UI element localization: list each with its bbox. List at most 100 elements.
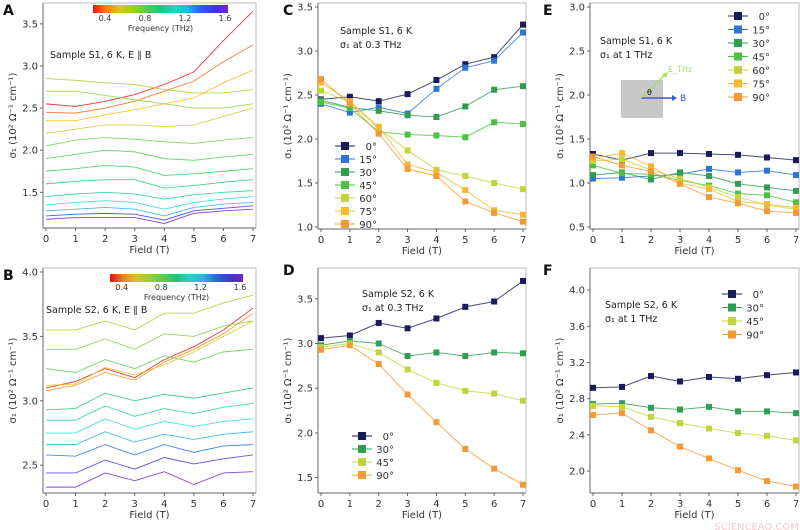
x-tick-label: 3 bbox=[132, 499, 138, 510]
series-line bbox=[46, 90, 254, 109]
series-line bbox=[45, 444, 254, 457]
data-point bbox=[706, 194, 712, 201]
series-line bbox=[46, 294, 254, 331]
data-point bbox=[520, 277, 526, 284]
data-point bbox=[404, 161, 411, 168]
legend-marker bbox=[734, 52, 742, 61]
panel-E: E 0 1 2 3 4 5 6 7 0.5 1.0 1.5 2.0 2.5 3.0 Field (T) σ₁ (… bbox=[543, 2, 800, 257]
x-tick-label: 6 bbox=[764, 235, 770, 246]
data-point bbox=[433, 114, 440, 120]
legend-item: 45° bbox=[728, 52, 770, 64]
data-point bbox=[520, 481, 526, 488]
series-line bbox=[45, 107, 254, 134]
x-tick-label: 2 bbox=[376, 235, 382, 246]
colorbar-tick-label: 1.2 bbox=[179, 14, 192, 23]
x-tick-label: 4 bbox=[433, 499, 439, 510]
series-line bbox=[46, 418, 254, 434]
x-tick-label: 1 bbox=[72, 499, 78, 510]
legend-item: 0° bbox=[352, 432, 394, 443]
data-point bbox=[520, 29, 526, 36]
data-point bbox=[462, 103, 469, 110]
y-tick-label: 2.5 bbox=[297, 91, 313, 102]
legend-item: 60° bbox=[335, 194, 377, 205]
panel-annotation: σ₁ at 1 THz bbox=[605, 314, 657, 325]
series-line bbox=[592, 156, 797, 214]
panel-annotation: Sample S2, 6 K bbox=[605, 300, 678, 311]
data-point bbox=[318, 76, 324, 83]
series-line bbox=[45, 179, 254, 189]
legend-marker bbox=[341, 142, 349, 150]
data-point bbox=[706, 373, 712, 380]
panel-annotation: σ₁ at 0.3 THz bbox=[340, 40, 401, 51]
y-axis-label: σ₁ (10² Ω⁻¹ cm⁻¹) bbox=[555, 73, 566, 159]
data-point bbox=[764, 192, 770, 199]
x-tick-label: 6 bbox=[220, 499, 226, 510]
legend-item: 90° bbox=[352, 471, 394, 482]
y-tick-label: 3.2 bbox=[569, 358, 585, 369]
data-point bbox=[735, 180, 741, 187]
data-point bbox=[648, 413, 654, 420]
legend-marker bbox=[341, 207, 349, 215]
data-point bbox=[590, 402, 596, 409]
y-tick-label: 1.0 bbox=[569, 179, 585, 190]
data-point bbox=[619, 162, 625, 169]
data-point bbox=[793, 172, 799, 179]
data-point bbox=[677, 169, 683, 176]
panel-annotation: σ₁ at 0.3 THz bbox=[362, 303, 423, 314]
data-point bbox=[764, 201, 770, 208]
data-point bbox=[375, 319, 382, 326]
panel-label: A bbox=[3, 3, 14, 19]
data-point bbox=[764, 154, 770, 161]
data-point bbox=[433, 172, 440, 179]
data-point bbox=[648, 427, 654, 434]
legend-item: 60° bbox=[728, 66, 770, 77]
legend-label: 60° bbox=[359, 194, 377, 205]
data-point bbox=[346, 109, 353, 116]
series-line bbox=[46, 320, 254, 350]
data-point bbox=[462, 64, 469, 71]
legend-marker bbox=[728, 303, 736, 312]
legend-marker bbox=[358, 432, 366, 440]
data-point bbox=[677, 150, 683, 157]
x-tick-label: 2 bbox=[102, 234, 108, 245]
y-axis-label: σ₁ (10² Ω⁻¹ cm⁻¹) bbox=[8, 72, 19, 158]
panel-label: D bbox=[283, 263, 295, 279]
data-point bbox=[735, 190, 741, 197]
x-tick-label: 4 bbox=[161, 499, 167, 510]
x-tick-label: 1 bbox=[347, 235, 353, 246]
panel-annotation: Sample S2, 6 K, E ∥ B bbox=[46, 305, 147, 316]
x-tick-label: 5 bbox=[191, 499, 197, 510]
legend-label: 45° bbox=[752, 53, 770, 64]
legend-marker bbox=[734, 66, 742, 74]
series-line bbox=[45, 190, 254, 200]
series-line bbox=[46, 454, 254, 474]
series-line bbox=[46, 471, 254, 488]
series-line bbox=[45, 205, 254, 221]
data-point bbox=[491, 119, 498, 126]
efield-label: E_THz bbox=[668, 65, 692, 74]
x-axis-label: Field (T) bbox=[402, 510, 442, 521]
legend-item: 15° bbox=[728, 25, 770, 37]
legend-item: 75° bbox=[728, 79, 770, 91]
data-point bbox=[375, 130, 382, 137]
data-point bbox=[677, 420, 683, 427]
x-tick-label: 3 bbox=[132, 234, 138, 245]
legend-item: 75° bbox=[335, 207, 377, 218]
legend-marker bbox=[734, 12, 742, 20]
legend-label: 60° bbox=[752, 66, 770, 77]
series-line bbox=[45, 312, 254, 391]
y-tick-label: 1.5 bbox=[297, 473, 313, 484]
data-point bbox=[735, 151, 741, 158]
x-tick-label: 4 bbox=[433, 235, 439, 246]
data-point bbox=[462, 387, 469, 394]
x-tick-label: 1 bbox=[619, 499, 625, 510]
data-point bbox=[706, 150, 712, 157]
x-tick-label: 0 bbox=[318, 499, 324, 510]
data-point bbox=[491, 349, 498, 356]
y-axis-label: σ₁ (10² Ω⁻¹ cm⁻¹) bbox=[283, 337, 294, 423]
legend-marker bbox=[341, 155, 349, 163]
data-point bbox=[520, 350, 526, 357]
data-point bbox=[706, 165, 712, 172]
legend-label: 90° bbox=[752, 93, 770, 104]
series-line bbox=[592, 152, 797, 209]
